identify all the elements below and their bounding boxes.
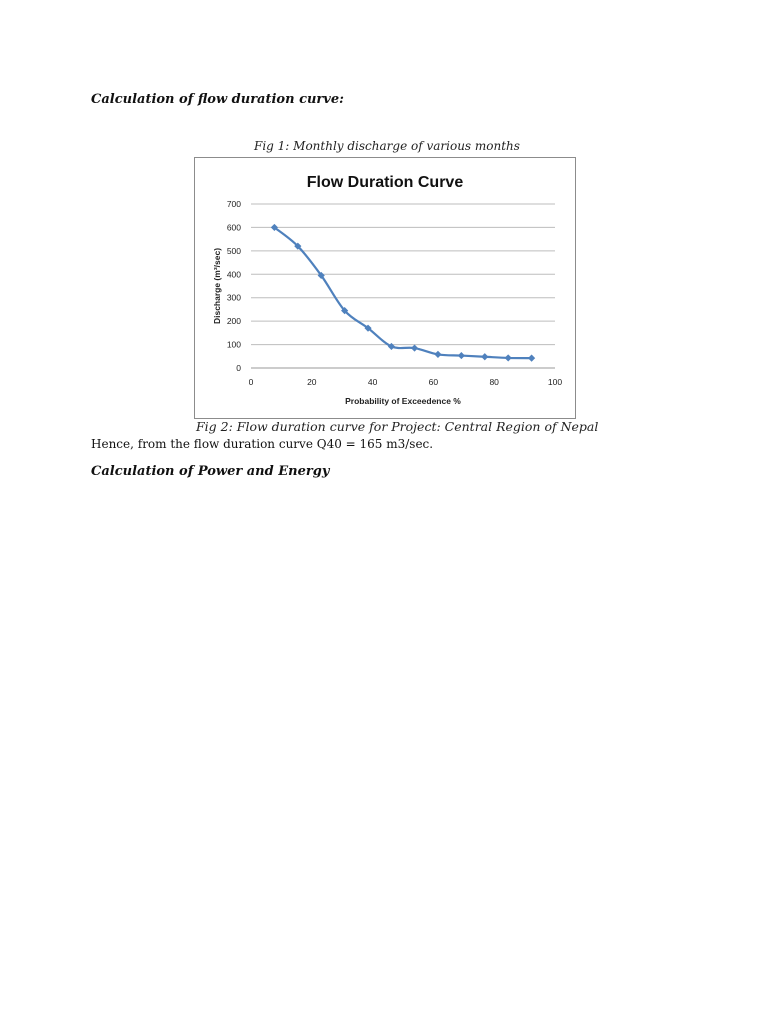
y-tick-label-300: 300 [227,293,241,303]
data-point-7 [434,350,442,359]
y-tick-label-700: 700 [227,199,241,209]
grid-lines [251,203,555,369]
y-tick-label-400: 400 [227,269,241,279]
y-tick-label-600: 600 [227,222,241,232]
body-paragraph: Hence, from the flow duration curve Q40 … [91,437,434,451]
series-line-0 [273,226,532,360]
y-tick-label-200: 200 [227,316,241,326]
chart-title: Flow Duration Curve [307,174,464,191]
y-tick-label-500: 500 [227,246,241,256]
x-axis-label: Probability of Exceedence % [345,396,461,406]
y-axis-label: Discharge (m³/sec) [212,248,222,324]
chart-svg: Flow Duration Curve 01002003004005006007… [212,174,563,406]
x-tick-label-0: 0 [249,377,254,387]
series-layer [270,223,536,362]
data-point-6 [410,344,419,352]
section-heading-flow-duration: Calculation of flow duration curve: [91,92,344,107]
data-point-11 [527,354,536,362]
figure2-caption: Fig 2: Flow duration curve for Project: … [196,419,599,434]
y-tick-label-0: 0 [236,363,241,373]
tick-labels: 0 100 200 300 400 500 600 700 0 20 40 60 80 100 [227,199,563,387]
x-tick-label-40: 40 [368,377,378,387]
flow-duration-chart: Flow Duration Curve 0 100 200 300 400 500 600 7… [194,157,576,419]
y-tick-label-100: 100 [227,340,241,350]
x-tick-label-60: 60 [429,377,439,387]
data-point-10 [504,354,512,362]
x-tick-label-80: 80 [489,377,499,387]
figure1-caption: Fig 1: Monthly discharge of various mont… [254,139,520,153]
x-tick-label-20: 20 [307,377,317,387]
section-heading-power-energy: Calculation of Power and Energy [91,464,330,479]
data-point-9 [481,353,489,361]
data-point-8 [457,351,465,360]
x-tick-label-100: 100 [548,377,562,387]
data-point-2 [317,271,325,280]
